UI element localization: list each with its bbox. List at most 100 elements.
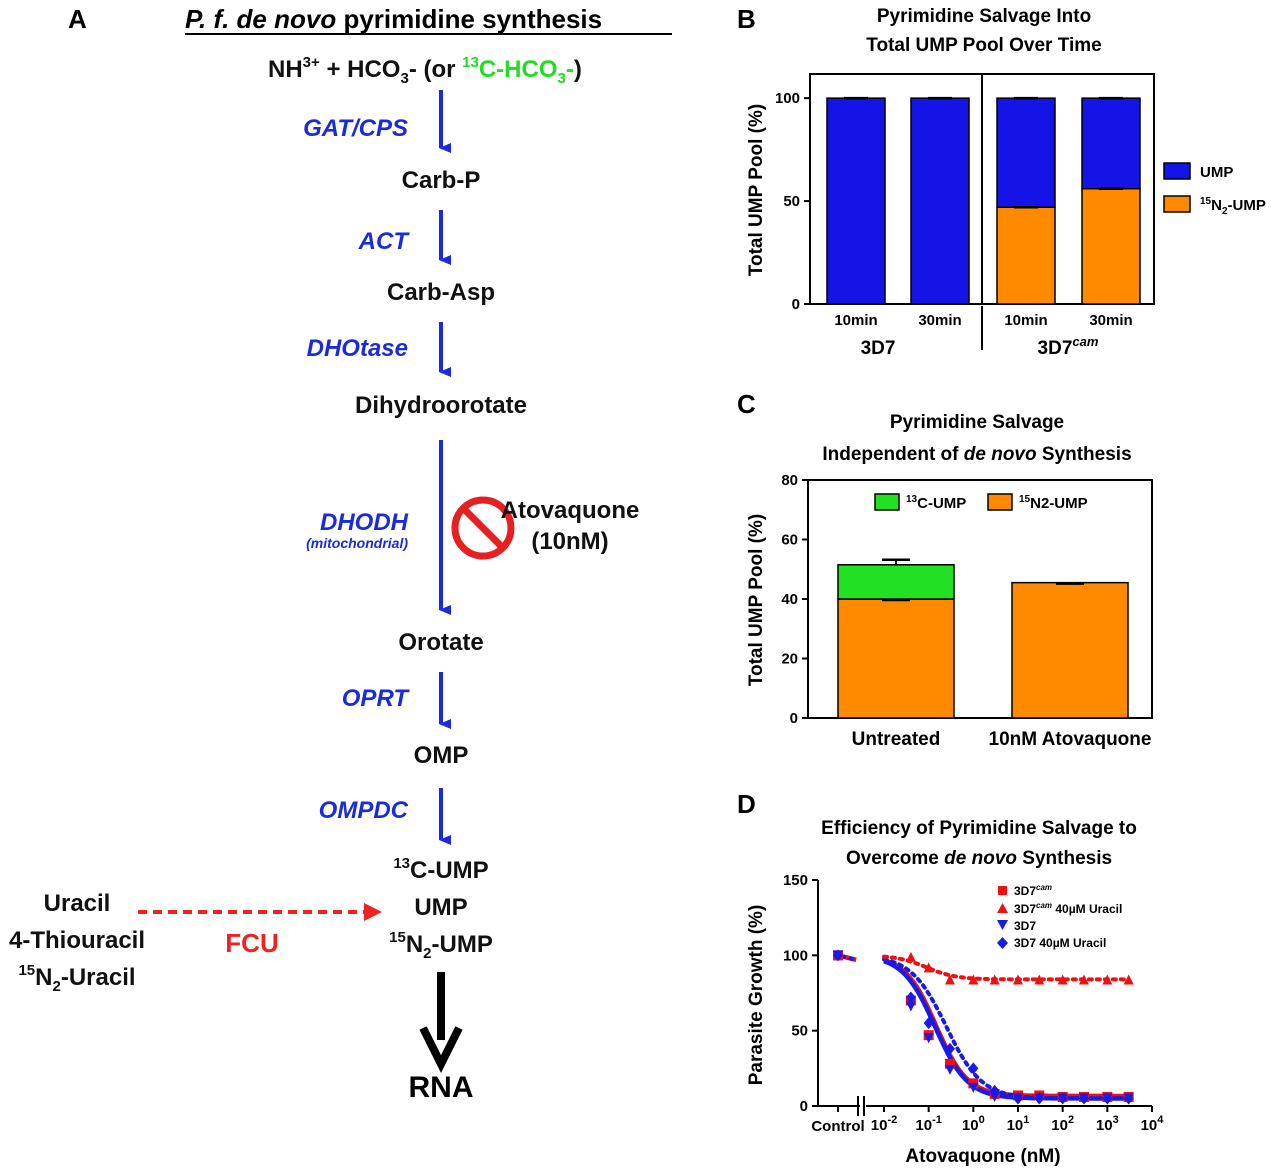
chart-b-bar-n15 xyxy=(1081,187,1141,305)
chart-d-point-triangle xyxy=(1078,974,1089,985)
metabolite-rna: RNA xyxy=(409,1071,474,1104)
panel-a-title-rest: pyrimidine synthesis xyxy=(336,4,602,34)
panel-d-control-label: Control xyxy=(811,1118,864,1135)
chart-d-point-triangle xyxy=(1057,974,1068,985)
chart-c-bar-c13 xyxy=(837,564,955,600)
chart-d-point-diamond xyxy=(1078,1092,1089,1105)
panel-d-letter: D xyxy=(737,789,756,819)
enzyme-ompdc: OMPDC xyxy=(319,797,409,824)
panel-d-ylabel: Parasite Growth (%) xyxy=(746,905,767,1086)
chart-d-ytick-label: 0 xyxy=(800,1098,808,1115)
chart-d-xtick-label: 101 xyxy=(1007,1114,1030,1134)
chart-d-point-diamond xyxy=(944,1042,955,1055)
salvage-uracil: Uracil xyxy=(44,890,111,917)
panel-d-legend-1: 3D7cam xyxy=(1014,883,1052,898)
panel-d-title-1: Efficiency of Pyrimidine Salvage to xyxy=(821,818,1137,839)
chart-d-ytick-label: 100 xyxy=(783,947,808,964)
chart-d-point-diamond xyxy=(1123,1092,1134,1105)
chart-d-point-triangle xyxy=(968,974,979,985)
chart-d-point-triangle xyxy=(1013,974,1023,985)
chart-d-point-triangle xyxy=(1034,974,1045,985)
panel-b-ylabel: Total UMP Pool (%) xyxy=(746,104,767,276)
panel-d-title-2: Overcome de novo Synthesis xyxy=(846,848,1112,869)
chart-d-point-diamond xyxy=(1034,1092,1045,1105)
enzyme-dhodh-note: (mitochondrial) xyxy=(306,535,408,551)
chart-d-point-diamond xyxy=(1013,1092,1023,1105)
panel-c-ylabel: Total UMP Pool (%) xyxy=(746,514,767,686)
chart-c-category-label: 10nM Atovaquone xyxy=(989,729,1152,750)
chart-d-xtick-label: 103 xyxy=(1096,1114,1119,1134)
metabolite-dihydroorotate: Dihydroorotate xyxy=(355,392,527,419)
chart-b-bar-n15 xyxy=(996,206,1056,305)
panel-c-letter: C xyxy=(737,389,756,419)
chart-d-point-diamond xyxy=(1057,1092,1068,1105)
chart-c-ytick-label: 0 xyxy=(790,710,798,727)
chart-d-point-triangle xyxy=(1123,974,1134,985)
panel-b-legend-swatch-n15 xyxy=(1163,195,1191,213)
panel-b-bar-label-4: 30min xyxy=(1089,312,1132,329)
panel-d-xlabel: Atovaquone (nM) xyxy=(905,1146,1060,1167)
panel-a-letter: A xyxy=(68,4,87,34)
chart-d-point-diamond xyxy=(905,991,916,1004)
chart-d-point-diamond xyxy=(989,1084,1000,1097)
chart-b-bar-ump xyxy=(1081,97,1141,190)
panel-c-legend-c13: 13C-UMP xyxy=(906,494,966,512)
panel-b-group-3d7: 3D7 xyxy=(861,338,896,359)
arrow-to-rna-head xyxy=(419,1026,463,1073)
panel-b-legend-n15: 15N2-UMP xyxy=(1200,196,1266,217)
n15-ump-label: 15N2-UMP xyxy=(389,929,493,962)
chart-d-point-triangle xyxy=(1102,974,1113,985)
metabolite-ump: UMP xyxy=(414,894,467,921)
enzyme-act: ACT xyxy=(358,228,411,255)
inhibitor-name: Atovaquone xyxy=(501,497,640,524)
chart-b-bar-ump xyxy=(826,97,886,305)
enzyme-dhodh: DHODH xyxy=(320,509,409,536)
enzyme-fcu: FCU xyxy=(225,928,278,958)
panel-c-legend-n15: 15N2-UMP xyxy=(1019,494,1088,512)
chart-c-bar-n15 xyxy=(837,598,955,719)
no-entry-icon xyxy=(451,496,515,560)
panel-d: D Efficiency of Pyrimidine Salvage to Ov… xyxy=(737,789,1164,1167)
chart-d-xtick-label: 102 xyxy=(1051,1114,1074,1134)
chart-d-point-triangle-down xyxy=(905,1001,916,1012)
chart-c-ytick-label: 20 xyxy=(781,651,798,668)
metabolite-orotate: Orotate xyxy=(398,629,483,656)
chart-d: 0 50 100 150 10-2 10-1 100 101 102 103 104 xyxy=(783,872,1164,1134)
panel-c-title-1: Pyrimidine Salvage xyxy=(890,412,1064,433)
chart-d-point-triangle-down xyxy=(968,1082,979,1093)
panel-b-group-3d7cam: 3D7cam xyxy=(1038,334,1099,359)
panel-d-legend-diamond-marker xyxy=(997,937,1008,949)
panel-d-legend-triangle-down-marker xyxy=(997,920,1008,930)
chart-d-point-diamond xyxy=(833,949,843,962)
chart-d-point-diamond xyxy=(968,1062,979,1075)
panel-b: B Pyrimidine Salvage Into Total UMP Pool… xyxy=(737,4,1266,359)
panel-b-legend-swatch-ump xyxy=(1163,162,1191,180)
panel-c-legend-swatch-n15 xyxy=(987,493,1013,511)
chart-d-fit-control-segment xyxy=(837,953,857,962)
chart-d-fit-curve xyxy=(882,954,1128,982)
panel-c-title-2: Independent of de novo Synthesis xyxy=(822,444,1131,465)
chart-d-point-triangle-down xyxy=(944,1064,955,1075)
inhibitor-dose: (10nM) xyxy=(531,528,608,555)
chart-c-category-label: Untreated xyxy=(852,729,941,750)
salvage-4-thiouracil: 4-Thiouracil xyxy=(9,927,145,954)
chart-c: Untreated 10nM Atovaquone 0 20 40 60 80 xyxy=(781,472,1153,750)
c13-ump-label: 13C-UMP xyxy=(393,855,488,884)
panel-b-bar-label-3: 10min xyxy=(1004,312,1047,329)
panel-a-title-italic: P. f. de novo xyxy=(185,4,336,34)
chart-c-ytick-label: 40 xyxy=(781,591,798,608)
enzyme-oprt: OPRT xyxy=(342,685,411,712)
panel-d-legend-triangle-marker xyxy=(997,903,1008,913)
chart-b-ytick-label: 50 xyxy=(783,193,800,210)
chart-d-point-triangle xyxy=(923,962,934,973)
metabolite-carb-p: Carb-P xyxy=(402,167,481,194)
panel-b-title-2: Total UMP Pool Over Time xyxy=(866,35,1101,56)
chart-d-point-triangle xyxy=(989,974,1000,985)
chart-d-xtick-label: 100 xyxy=(962,1114,985,1134)
panel-c-legend-swatch-c13 xyxy=(874,493,900,511)
panel-b-bar-label-2: 30min xyxy=(918,312,961,329)
substrates-line: NH3+ + HCO3- (or 13C-HCO3-) xyxy=(268,54,582,87)
fcu-arrowhead xyxy=(364,903,382,921)
chart-b-bar-ump xyxy=(910,97,970,305)
